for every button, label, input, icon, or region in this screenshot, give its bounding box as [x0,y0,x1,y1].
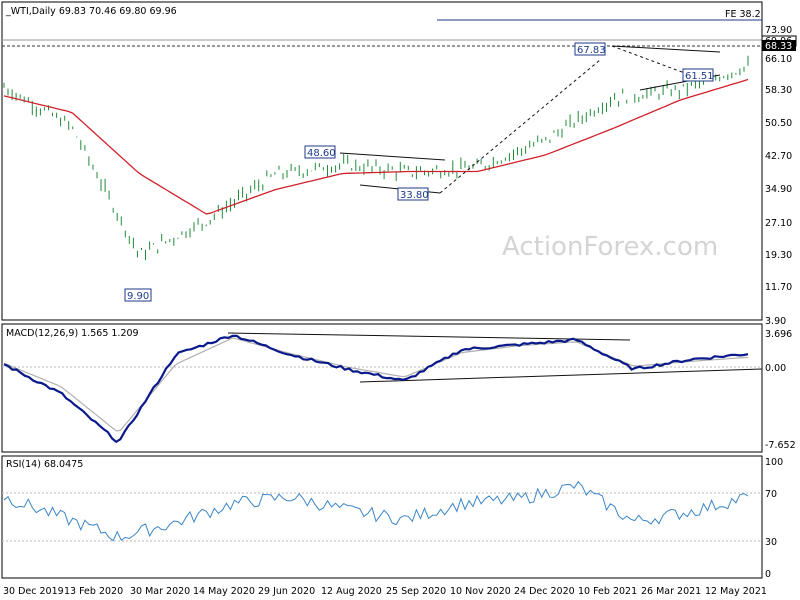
price-panel [1,1,763,321]
trendline [439,59,601,194]
macd-tick: -7.652 [765,440,796,451]
price-tick: 27.10 [765,218,792,229]
macd-line [3,334,749,444]
annotation-67-83: 67.83 [577,45,606,56]
macd-panel [1,323,763,453]
annotation-box [397,187,429,201]
price-bars [3,55,749,261]
watermark: ActionForex.com [502,232,718,262]
annotation-box [124,288,152,302]
x-axis-label: 30 Mar 2020 [130,586,190,597]
rsi-tick: 70 [765,489,777,500]
fe-label: FE 38.2 [725,9,761,20]
price-tick: 42.70 [765,151,792,162]
trendlines [227,45,763,383]
price-tick: 11.70 [765,282,792,293]
macd-trendline [227,332,631,341]
price-tick: 34.90 [765,184,792,195]
macd-tick: 3.696 [765,329,792,340]
x-axis-label: 14 May 2020 [193,586,255,597]
annotation-box [304,145,336,159]
level-tag: 68.33 [765,41,792,52]
annotation-48-60: 48.60 [307,148,336,159]
price-tick: 58.30 [765,85,792,96]
macd-header: MACD(12,26,9) 1.565 1.209 [6,328,139,339]
macd-signal-line [3,337,749,432]
rsi-tick: 0 [765,569,771,580]
price-tick: 3.90 [765,316,786,327]
macd-trendline [359,368,763,383]
price-tick: 73.90 [765,25,792,36]
x-axis-label: 10 Feb 2021 [578,586,637,597]
rsi-header: RSI(14) 68.0475 [6,459,83,470]
x-axis-label: 25 Sep 2020 [386,586,446,597]
x-axis-label: 29 Jun 2020 [258,586,315,597]
trendline [611,45,721,53]
x-axis-label: 26 Mar 2021 [641,586,701,597]
rsi-line [3,480,749,542]
x-axis-label: 30 Dec 2019 [3,586,64,597]
x-axis-label: 12 May 2021 [705,586,767,597]
rsi-tick: 100 [765,457,783,468]
x-axis-label: 24 Dec 2020 [514,586,575,597]
rsi-tick: 30 [765,537,777,548]
price-tick: 66.10 [765,54,792,65]
price-header: _WTI,Daily 69.83 70.46 69.80 69.96 [5,6,177,17]
sma-line [3,78,749,215]
price-tick: 19.30 [765,250,792,261]
macd-tick: 0.00 [765,363,786,374]
annotation-33-80: 33.80 [400,190,429,201]
annotation-box [682,68,714,82]
annotation-9-90: 9.90 [127,291,149,302]
x-axis-label: 13 Feb 2020 [64,586,123,597]
trendline [339,152,446,161]
annotation-box [574,42,606,56]
x-axis-label: 12 Aug 2020 [321,586,382,597]
annotation-61-51: 61.51 [685,71,714,82]
rsi-panel [1,455,763,579]
trendline [611,45,691,76]
price-tick: 50.50 [765,118,792,129]
x-axis-label: 10 Nov 2020 [450,586,511,597]
level-tag-box [762,40,796,51]
